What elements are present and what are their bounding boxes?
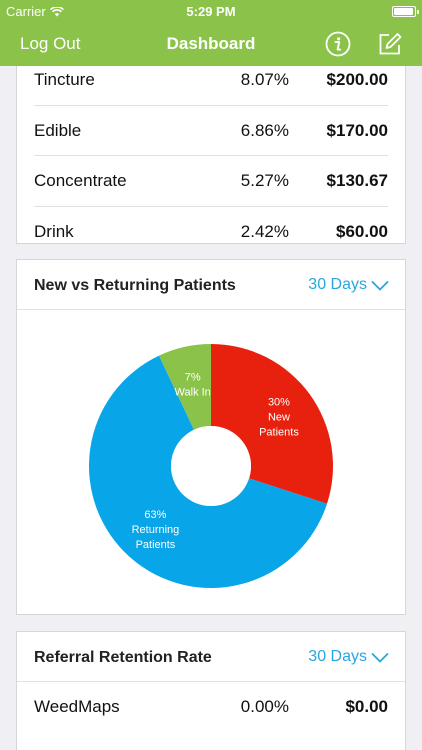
card-title: New vs Returning Patients: [34, 277, 236, 294]
row-amount: $170.00: [326, 120, 388, 140]
log-out-button[interactable]: Log Out: [20, 34, 81, 53]
nav-bar: Log Out Dashboard: [0, 22, 422, 66]
slice-returning-patients: [89, 355, 328, 588]
slice-label-walk-in: 7% Walk In: [175, 372, 211, 399]
row-amount: $200.00: [326, 70, 388, 89]
referral-card: Referral Retention Rate 30 Days WeedMaps…: [16, 631, 406, 750]
carrier-info: Carrier: [6, 4, 64, 19]
date-range-label: 30 Days: [308, 648, 367, 665]
info-icon[interactable]: [325, 31, 351, 57]
table-row: Drink 2.42% $60.00: [34, 207, 388, 258]
card-title: Referral Retention Rate: [34, 649, 212, 666]
row-percent: 0.00%: [240, 697, 289, 716]
row-percent: 5.27%: [240, 171, 289, 190]
wifi-icon: [49, 6, 64, 16]
row-amount: $130.67: [326, 171, 388, 190]
patients-donut-chart: 30% New Patients 63% Returning Patients 7% Walk…: [89, 344, 333, 588]
table-row: Concentrate 5.27% $130.67: [34, 156, 388, 207]
row-name: WeedMaps: [34, 697, 120, 716]
carrier-label: Carrier: [6, 4, 46, 19]
row-name: Concentrate: [34, 171, 127, 190]
row-name: Edible: [34, 120, 82, 140]
dashboard-content[interactable]: Tincture 8.07% $200.00 Edible 6.86% $170…: [0, 66, 422, 750]
date-range-dropdown[interactable]: 30 Days: [308, 648, 389, 666]
slice-new-patients: [211, 344, 333, 504]
slice-label-new-patients: 30% New Patients: [259, 397, 299, 439]
date-range-dropdown[interactable]: 30 Days: [308, 276, 389, 294]
card-header: New vs Returning Patients 30 Days: [17, 260, 405, 310]
status-bar: Carrier 5:29 PM: [0, 0, 422, 22]
chevron-down-icon: [371, 652, 389, 663]
slice-label-returning-patients: 63% Returning Patients: [132, 509, 180, 551]
edit-icon[interactable]: [377, 31, 403, 57]
slice-walk-in: [159, 344, 211, 430]
card-header: Referral Retention Rate 30 Days: [17, 632, 405, 682]
row-amount: $0.00: [345, 697, 388, 716]
table-row: Tincture 8.07% $200.00: [34, 66, 388, 106]
product-breakdown-card: Tincture 8.07% $200.00 Edible 6.86% $170…: [16, 66, 406, 244]
row-percent: 6.86%: [240, 120, 289, 140]
table-row: WeedMaps 0.00% $0.00: [34, 682, 388, 733]
battery-icon: [392, 6, 419, 17]
donut-hole: [171, 426, 251, 506]
row-name: Drink: [34, 221, 74, 241]
clock: 5:29 PM: [186, 4, 236, 19]
table-row: Edible 6.86% $170.00: [34, 106, 388, 156]
chevron-down-icon: [371, 280, 389, 291]
date-range-label: 30 Days: [308, 276, 367, 293]
row-amount: $60.00: [336, 221, 388, 241]
row-percent: 8.07%: [240, 70, 289, 89]
patients-card: New vs Returning Patients 30 Days 30% New…: [16, 259, 406, 615]
row-percent: 2.42%: [240, 221, 289, 241]
row-name: Tincture: [34, 70, 95, 89]
